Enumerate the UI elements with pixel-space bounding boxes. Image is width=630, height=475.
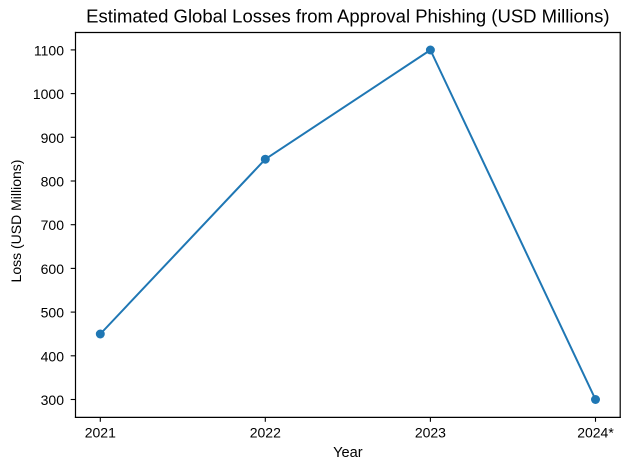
- svg-text:300: 300: [41, 392, 65, 408]
- svg-text:Estimated Global Losses from A: Estimated Global Losses from Approval Ph…: [86, 5, 609, 26]
- svg-text:1100: 1100: [34, 42, 64, 58]
- svg-text:500: 500: [41, 305, 65, 321]
- svg-text:800: 800: [41, 174, 65, 190]
- svg-text:2023: 2023: [415, 424, 446, 440]
- svg-text:400: 400: [41, 348, 65, 364]
- svg-text:1000: 1000: [33, 86, 64, 102]
- svg-text:2022: 2022: [250, 424, 281, 440]
- svg-text:600: 600: [41, 261, 65, 277]
- svg-text:2024*: 2024*: [577, 424, 614, 440]
- svg-text:Year: Year: [333, 445, 363, 461]
- svg-text:900: 900: [41, 130, 65, 146]
- svg-text:Loss (USD Millions): Loss (USD Millions): [8, 160, 24, 283]
- svg-text:2021: 2021: [85, 424, 116, 440]
- svg-text:700: 700: [41, 217, 65, 233]
